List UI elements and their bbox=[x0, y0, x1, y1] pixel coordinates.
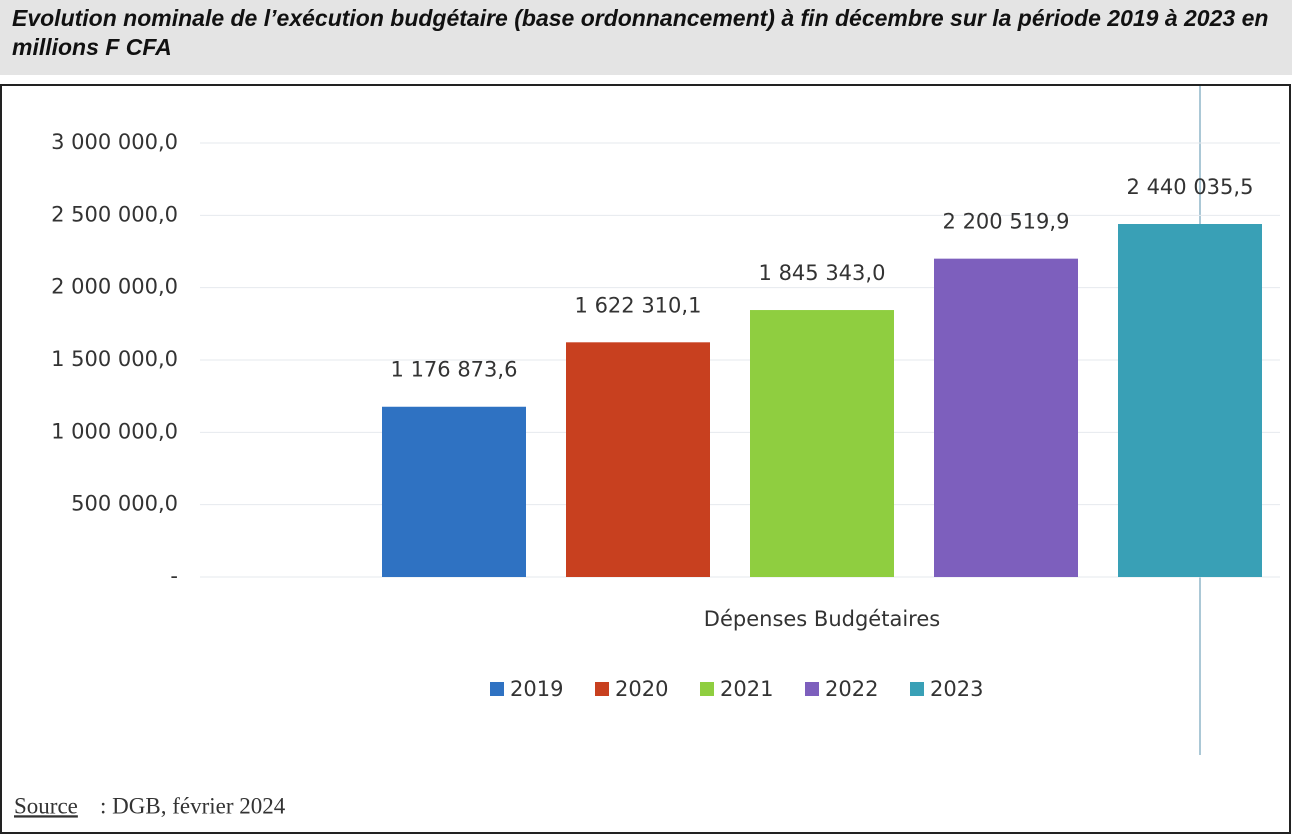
y-tick-label: 2 000 000,0 bbox=[51, 275, 178, 299]
legend-label: 2019 bbox=[510, 677, 563, 701]
y-tick-label: 2 500 000,0 bbox=[51, 202, 178, 226]
legend-swatch bbox=[805, 682, 819, 696]
y-tick-label: 500 000,0 bbox=[71, 492, 178, 516]
bar bbox=[382, 406, 526, 577]
legend-swatch bbox=[910, 682, 924, 696]
data-label: 1 845 343,0 bbox=[759, 261, 886, 285]
y-tick-label: - bbox=[170, 564, 178, 588]
legend-swatch bbox=[700, 682, 714, 696]
chart-title: Evolution nominale de l’exécution budgét… bbox=[12, 5, 1269, 60]
legend-label: 2022 bbox=[825, 677, 878, 701]
header: Evolution nominale de l’exécution budgét… bbox=[0, 0, 1292, 75]
data-label: 1 622 310,1 bbox=[575, 293, 702, 317]
legend-label: 2020 bbox=[615, 677, 668, 701]
y-tick-label: 1 500 000,0 bbox=[51, 347, 178, 371]
legend-label: 2021 bbox=[720, 677, 773, 701]
legend-label: 2023 bbox=[930, 677, 983, 701]
source-text: : DGB, février 2024 bbox=[100, 793, 286, 818]
x-tick-label: Dépenses Budgétaires bbox=[704, 607, 940, 631]
data-label: 2 200 519,9 bbox=[943, 210, 1070, 234]
data-label: 1 176 873,6 bbox=[391, 358, 518, 382]
bar bbox=[750, 310, 894, 577]
data-label: 2 440 035,5 bbox=[1127, 175, 1254, 199]
y-tick-label: 3 000 000,0 bbox=[51, 130, 178, 154]
frame bbox=[0, 84, 1291, 834]
y-tick-label: 1 000 000,0 bbox=[51, 419, 178, 443]
legend-swatch bbox=[490, 682, 504, 696]
source-label: Source bbox=[14, 793, 78, 818]
bar bbox=[566, 342, 710, 577]
bar bbox=[1118, 224, 1262, 578]
bar bbox=[934, 258, 1078, 577]
legend-swatch bbox=[595, 682, 609, 696]
chart: Source : DGB, février 2024 - 500 000,0 1 0… bbox=[0, 84, 1291, 834]
